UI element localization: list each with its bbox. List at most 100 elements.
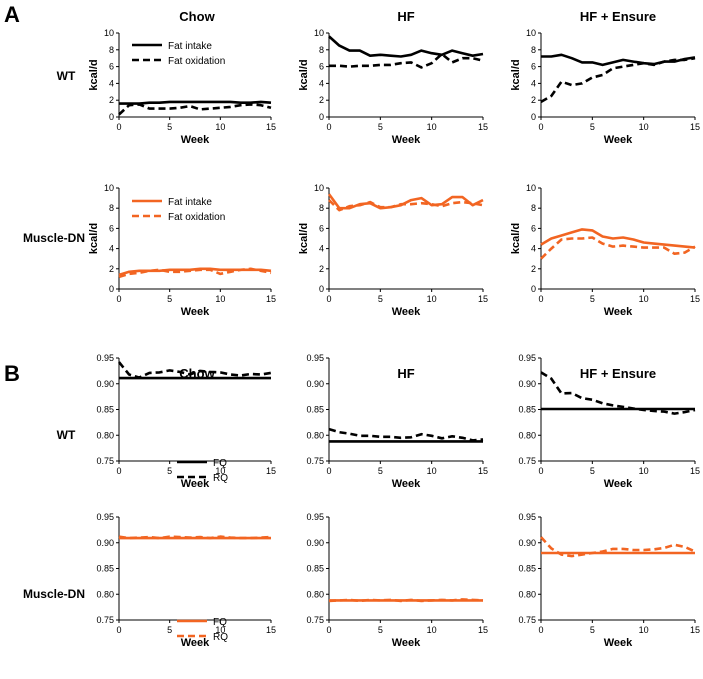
y-tick-label-wt-hf-b: 0.90 xyxy=(306,379,324,389)
x-tick-label-wt-chow-b: 0 xyxy=(116,466,121,476)
x-axis-title-muscle-dn-hf-ensure-a: Week xyxy=(604,306,633,318)
y-tick-label-wt-hf-ensure-b: 0.85 xyxy=(518,405,536,415)
y-tick-label-muscle-dn-chow-a: 4 xyxy=(109,244,114,254)
column-title-hf-ensure-b: HF + Ensure xyxy=(580,366,656,381)
y-tick-label-wt-hf-ensure-b: 0.95 xyxy=(518,353,536,363)
x-tick-label-wt-hf-ensure-a: 15 xyxy=(690,122,700,132)
x-tick-label-wt-chow-a: 0 xyxy=(116,122,121,132)
x-tick-label-muscle-dn-hf-b: 5 xyxy=(378,625,383,635)
x-tick-label-muscle-dn-hf-ensure-a: 10 xyxy=(639,294,649,304)
y-tick-label-wt-chow-b: 0.75 xyxy=(96,456,114,466)
x-tick-label-wt-hf-ensure-b: 10 xyxy=(639,466,649,476)
x-tick-label-muscle-dn-hf-ensure-b: 0 xyxy=(538,625,543,635)
series-fat-intake-muscle-dn-hf-a xyxy=(327,193,484,210)
x-tick-label-wt-hf-b: 10 xyxy=(427,466,437,476)
x-tick-label-muscle-dn-hf-ensure-b: 15 xyxy=(690,625,700,635)
y-tick-label-muscle-dn-hf-ensure-b: 0.90 xyxy=(518,538,536,548)
y-tick-label-wt-hf-b: 0.80 xyxy=(306,430,324,440)
x-tick-label-muscle-dn-chow-a: 0 xyxy=(116,294,121,304)
y-tick-label-wt-hf-a: 6 xyxy=(319,62,324,72)
y-axis-title-muscle-dn-hf-ensure-a: kcal/d xyxy=(510,223,522,254)
series-fat-intake-wt-hf-a xyxy=(328,35,484,58)
row-label-wt-a: WT xyxy=(57,69,76,83)
series-rq-muscle-dn-hf-ensure-b xyxy=(540,536,696,558)
y-tick-label-muscle-dn-hf-b: 0.90 xyxy=(306,538,324,548)
y-tick-label-wt-chow-b: 0.95 xyxy=(96,353,114,363)
y-tick-label-muscle-dn-hf-ensure-a: 0 xyxy=(531,284,536,294)
x-axis-title-muscle-dn-chow-b: Week xyxy=(181,637,210,649)
legend-label-fat-intake-muscle-dn-chow-a: Fat intake xyxy=(168,197,212,208)
y-tick-label-muscle-dn-hf-ensure-b: 0.95 xyxy=(518,512,536,522)
y-tick-label-muscle-dn-hf-ensure-a: 2 xyxy=(531,264,536,274)
y-tick-label-muscle-dn-chow-a: 6 xyxy=(109,223,114,233)
column-title-hf-a: HF xyxy=(397,9,414,24)
series-fat-oxidation-wt-chow-a xyxy=(118,103,272,116)
x-tick-label-muscle-dn-chow-a: 5 xyxy=(167,294,172,304)
x-tick-label-muscle-dn-chow-b: 10 xyxy=(215,625,225,635)
x-axis-title-wt-hf-a: Week xyxy=(392,134,421,146)
y-tick-label-muscle-dn-hf-b: 0.75 xyxy=(306,615,324,625)
x-tick-label-muscle-dn-chow-b: 15 xyxy=(266,625,276,635)
y-tick-label-wt-hf-b: 0.85 xyxy=(306,405,324,415)
series-fat-intake-wt-chow-a xyxy=(119,100,272,105)
y-tick-label-muscle-dn-hf-a: 6 xyxy=(319,223,324,233)
y-tick-label-muscle-dn-hf-b: 0.80 xyxy=(306,589,324,599)
y-tick-label-muscle-dn-hf-a: 8 xyxy=(319,203,324,213)
series-fat-intake-muscle-dn-hf-ensure-a xyxy=(540,228,696,249)
x-tick-label-wt-hf-a: 5 xyxy=(378,122,383,132)
y-tick-label-wt-hf-ensure-a: 2 xyxy=(531,95,536,105)
y-tick-label-wt-hf-b: 0.75 xyxy=(306,456,324,466)
y-tick-label-wt-chow-a: 2 xyxy=(109,95,114,105)
y-tick-label-muscle-dn-chow-b: 0.80 xyxy=(96,589,114,599)
x-tick-label-wt-chow-a: 15 xyxy=(266,122,276,132)
y-tick-label-wt-chow-a: 10 xyxy=(104,28,114,38)
plot-wt-hf-ensure-b: 0.75 0.80 0.85 0.90 0.95 0 5 10 15 Week xyxy=(518,353,700,490)
y-tick-label-muscle-dn-chow-b: 0.75 xyxy=(96,615,114,625)
row-label-wt-b: WT xyxy=(57,428,76,442)
plot-muscle-dn-hf-ensure-b: 0.75 0.80 0.85 0.90 0.95 0 5 10 15 Week xyxy=(518,512,700,649)
y-tick-label-wt-chow-a: 8 xyxy=(109,45,114,55)
x-tick-label-muscle-dn-chow-a: 10 xyxy=(215,294,225,304)
series-rq-muscle-dn-hf-b xyxy=(328,598,484,603)
y-tick-label-muscle-dn-chow-b: 0.95 xyxy=(96,512,114,522)
x-tick-label-muscle-dn-chow-b: 5 xyxy=(167,625,172,635)
y-tick-label-muscle-dn-hf-ensure-b: 0.80 xyxy=(518,589,536,599)
y-tick-label-wt-hf-b: 0.95 xyxy=(306,353,324,363)
x-tick-label-muscle-dn-chow-a: 15 xyxy=(266,294,276,304)
y-tick-label-muscle-dn-hf-a: 4 xyxy=(319,244,324,254)
x-tick-label-muscle-dn-hf-b: 10 xyxy=(427,625,437,635)
x-tick-label-wt-hf-a: 0 xyxy=(326,122,331,132)
x-tick-label-wt-hf-b: 0 xyxy=(326,466,331,476)
y-tick-label-muscle-dn-hf-ensure-a: 8 xyxy=(531,203,536,213)
legend-label-fq-muscle-dn-chow-b: FQ xyxy=(213,617,227,628)
x-tick-label-muscle-dn-hf-ensure-b: 10 xyxy=(639,625,649,635)
row-label-muscle-dn-b: Muscle-DN xyxy=(23,587,85,601)
x-tick-label-wt-hf-ensure-b: 15 xyxy=(690,466,700,476)
column-title-chow-a: Chow xyxy=(179,9,215,24)
series-rq-wt-chow-b xyxy=(117,361,272,379)
y-tick-label-wt-hf-ensure-b: 0.80 xyxy=(518,430,536,440)
x-tick-label-muscle-dn-hf-a: 0 xyxy=(326,294,331,304)
y-tick-label-wt-chow-a: 4 xyxy=(109,78,114,88)
x-tick-label-muscle-dn-chow-b: 0 xyxy=(116,625,121,635)
plot-wt-hf-ensure-a: 0 2 4 6 8 10 0 5 10 15 Week kcal/d xyxy=(510,28,700,146)
series-fat-oxidation-muscle-dn-hf-a xyxy=(328,199,484,212)
x-tick-label-muscle-dn-hf-a: 10 xyxy=(427,294,437,304)
y-tick-label-wt-hf-a: 10 xyxy=(314,28,324,38)
y-tick-label-muscle-dn-chow-b: 0.90 xyxy=(96,538,114,548)
legend-label-fat-oxidation-wt-chow-a: Fat oxidation xyxy=(168,56,225,67)
x-tick-label-wt-hf-a: 15 xyxy=(478,122,488,132)
y-tick-label-wt-hf-ensure-b: 0.90 xyxy=(518,379,536,389)
series-rq-wt-hf-ensure-b xyxy=(540,371,696,415)
y-axis-title-wt-hf-a: kcal/d xyxy=(298,59,310,90)
x-axis-title-muscle-dn-hf-ensure-b: Week xyxy=(604,637,633,649)
x-tick-label-muscle-dn-hf-ensure-a: 5 xyxy=(590,294,595,304)
y-tick-label-wt-chow-b: 0.80 xyxy=(96,430,114,440)
y-tick-label-wt-hf-ensure-a: 6 xyxy=(531,62,536,72)
x-tick-label-muscle-dn-hf-ensure-a: 0 xyxy=(538,294,543,304)
panel-letter-a: A xyxy=(4,2,20,27)
series-rq-muscle-dn-chow-b xyxy=(118,535,272,540)
x-axis-title-wt-hf-b: Week xyxy=(392,478,421,490)
